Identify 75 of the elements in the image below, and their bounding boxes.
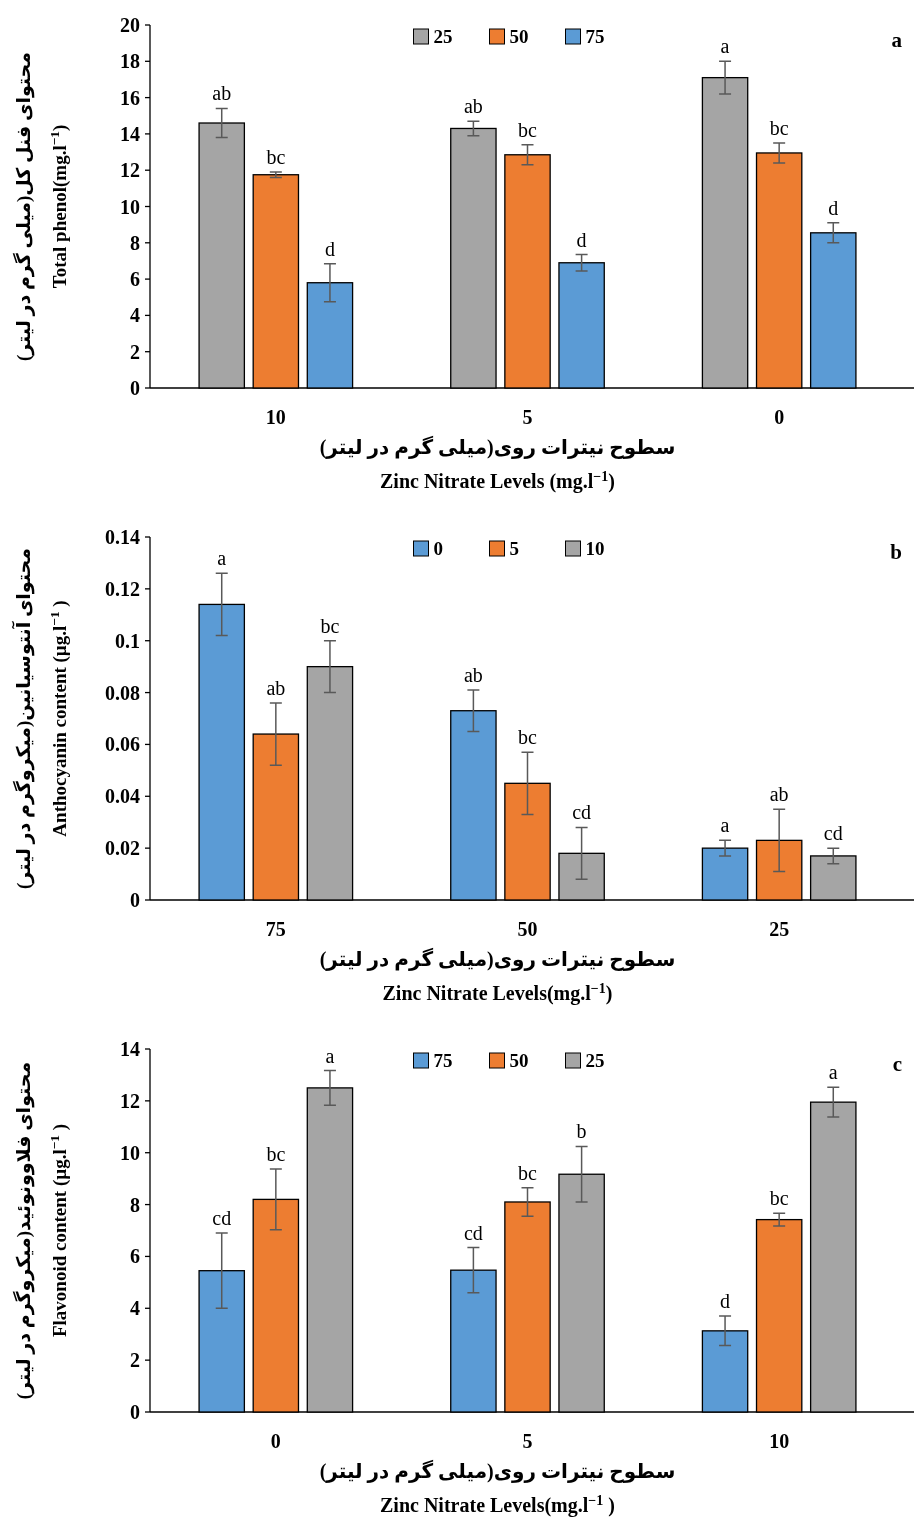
y-tick-label: 0.02 xyxy=(105,837,140,860)
y-tick-label: 0 xyxy=(130,1401,140,1423)
legend-label: 5 xyxy=(509,538,519,559)
y-tick-label: 20 xyxy=(120,14,140,36)
y-tick-label: 12 xyxy=(120,1089,140,1112)
annotation: b xyxy=(890,540,902,564)
data-label: a xyxy=(325,1044,335,1067)
y-tick-label: 0 xyxy=(130,889,140,911)
data-label: bc xyxy=(518,726,538,749)
y-tick-label: 10 xyxy=(120,1141,140,1164)
legend-label: 0 xyxy=(433,538,443,559)
legend-label: 75 xyxy=(585,26,605,47)
data-label: cd xyxy=(572,801,592,824)
y-tick-label: 4 xyxy=(130,1297,140,1320)
data-label: a xyxy=(217,547,227,570)
y-tick-label: 8 xyxy=(130,231,140,254)
data-label: ab xyxy=(212,82,232,105)
y-tick-label: 12 xyxy=(120,159,140,182)
legend-label: 10 xyxy=(585,538,605,559)
data-label: a xyxy=(720,35,730,58)
data-label: cd xyxy=(212,1207,232,1230)
data-label: ab xyxy=(463,95,483,118)
data-label: bc xyxy=(266,1143,286,1166)
y-tick-label: 14 xyxy=(120,1038,140,1060)
data-label: a xyxy=(720,814,730,837)
y-tick-label: 0.14 xyxy=(105,526,140,548)
data-label: bc xyxy=(769,1187,789,1210)
data-label: bc xyxy=(320,614,340,637)
y-tick-label: 0.04 xyxy=(105,785,140,808)
data-label: ab xyxy=(463,663,483,686)
y-tick-label: 10 xyxy=(120,195,140,218)
x-tick-label: 75 xyxy=(265,918,286,940)
annotation: c xyxy=(892,1052,902,1076)
annotation: a xyxy=(891,28,903,52)
data-label: b xyxy=(576,1120,587,1143)
data-label: cd xyxy=(823,822,843,845)
y-tick-label: 2 xyxy=(130,340,140,363)
y-tick-label: 0.08 xyxy=(105,681,140,704)
x-tick-label: 10 xyxy=(265,406,286,428)
y-tick-label: 6 xyxy=(130,1245,140,1268)
data-label: bc xyxy=(769,116,789,139)
y-tick-label: 6 xyxy=(130,268,140,291)
y-tick-label: 16 xyxy=(120,86,140,109)
x-tick-label: 0 xyxy=(774,406,785,428)
legend-label: 50 xyxy=(509,1050,529,1071)
y-tick-label: 0.12 xyxy=(105,577,140,600)
data-label: cd xyxy=(463,1221,483,1244)
y-tick-label: 8 xyxy=(130,1193,140,1216)
data-label: ab xyxy=(769,783,789,806)
data-label: d xyxy=(720,1290,731,1313)
data-label: bc xyxy=(518,118,538,141)
x-tick-label: 10 xyxy=(769,1430,790,1452)
y-tick-label: 2 xyxy=(130,1349,140,1372)
data-label: bc xyxy=(518,1161,538,1184)
y-tick-label: 0.06 xyxy=(105,733,140,756)
data-label: d xyxy=(576,228,587,251)
data-label: d xyxy=(324,237,335,260)
legend-label: 25 xyxy=(433,26,453,47)
data-label: bc xyxy=(266,146,286,169)
y-tick-label: 14 xyxy=(120,122,140,145)
y-tick-label: 4 xyxy=(130,304,140,327)
x-tick-label: 5 xyxy=(522,1430,533,1452)
x-tick-label: 25 xyxy=(769,918,790,940)
x-tick-label: 5 xyxy=(522,406,533,428)
y-tick-label: 0.1 xyxy=(115,629,140,652)
y-tick-label: 0 xyxy=(130,377,140,399)
x-tick-label: 50 xyxy=(517,918,538,940)
x-tick-label: 0 xyxy=(270,1430,281,1452)
data-label: ab xyxy=(266,676,286,699)
legend-label: 25 xyxy=(585,1050,605,1071)
data-label: d xyxy=(828,196,839,219)
y-tick-label: 18 xyxy=(120,50,140,73)
legend-label: 75 xyxy=(433,1050,453,1071)
legend-label: 50 xyxy=(509,26,529,47)
data-label: a xyxy=(828,1061,838,1084)
